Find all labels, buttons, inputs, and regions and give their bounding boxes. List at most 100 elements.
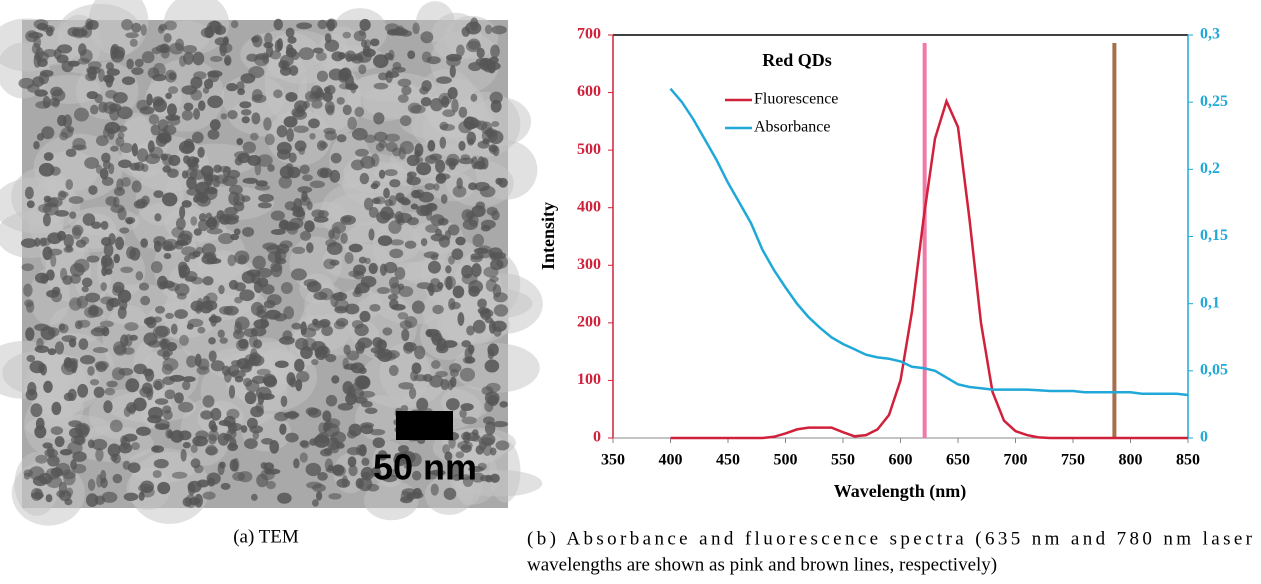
tem-particle	[138, 491, 145, 501]
tem-particle	[236, 358, 251, 370]
tem-particle	[394, 267, 406, 280]
tem-particle	[256, 268, 273, 278]
tem-particle	[312, 499, 319, 507]
tem-particle	[54, 436, 65, 448]
tem-particle	[87, 365, 95, 376]
tem-particle	[52, 98, 60, 108]
tem-particle	[461, 26, 471, 37]
tem-particle	[236, 81, 245, 91]
tem-particle	[427, 140, 436, 152]
tem-particle	[330, 152, 342, 164]
tem-particle	[325, 419, 332, 431]
tem-particle	[46, 475, 63, 489]
tem-particle	[48, 248, 63, 256]
tem-particle	[354, 106, 365, 117]
tem-particle	[263, 462, 275, 471]
tem-particle	[406, 154, 420, 167]
tem-particle	[366, 483, 380, 492]
tem-particle	[105, 62, 114, 71]
tem-particle	[325, 18, 338, 30]
tem-particle	[131, 442, 140, 451]
tem-particle	[439, 136, 447, 149]
tem-particle	[153, 380, 163, 391]
tem-particle	[101, 176, 114, 186]
tem-particle	[51, 401, 62, 416]
tem-particle	[472, 233, 485, 248]
tem-particle	[227, 422, 238, 435]
tem-particle	[456, 177, 463, 190]
tem-particle	[233, 228, 241, 236]
tem-particle	[202, 395, 215, 408]
tem-particle	[384, 169, 398, 177]
tem-particle	[255, 402, 264, 414]
tem-particle	[359, 310, 371, 323]
tem-particle	[129, 162, 141, 171]
tem-particle	[477, 462, 487, 471]
tem-particle	[99, 168, 109, 180]
tem-particle	[219, 461, 226, 469]
tem-particle	[458, 157, 474, 165]
tem-particle	[131, 67, 144, 75]
tem-particle	[152, 445, 160, 452]
tem-particle	[115, 236, 125, 250]
tem-particle	[267, 251, 282, 263]
tem-particle	[30, 403, 43, 418]
tem-particle	[391, 66, 406, 73]
tem-particle	[67, 126, 75, 133]
tem-particle	[90, 104, 99, 115]
tem-particle	[476, 47, 485, 59]
tem-particle	[299, 452, 308, 463]
tem-particle	[133, 200, 146, 209]
tem-particle	[57, 190, 67, 201]
tem-particle	[278, 175, 292, 189]
tem-particle	[363, 197, 374, 211]
tem-particle	[26, 200, 35, 209]
tem-particle	[52, 286, 61, 295]
tem-particle	[317, 19, 328, 30]
tem-particle	[183, 102, 194, 112]
tem-particle	[364, 257, 371, 265]
tem-particle	[455, 451, 465, 459]
tem-particle	[25, 327, 35, 341]
tem-particle	[452, 185, 467, 198]
tem-particle	[235, 339, 249, 352]
tem-particle	[437, 217, 449, 226]
tem-particle	[389, 179, 401, 188]
tem-particle	[240, 109, 252, 116]
tem-particle	[283, 306, 295, 320]
tem-particle	[416, 397, 429, 412]
tem-particle	[103, 400, 113, 414]
tem-particle	[305, 462, 322, 477]
tem-particle	[352, 290, 363, 298]
tem-particle	[386, 350, 400, 359]
tem-particle	[338, 75, 349, 83]
tem-particle	[461, 273, 478, 285]
tem-particle	[477, 298, 487, 309]
tem-particle	[347, 456, 357, 468]
tem-particle	[85, 72, 97, 82]
tem-particle	[355, 148, 369, 157]
tem-particle	[348, 270, 361, 278]
tem-particle	[200, 165, 214, 178]
tem-particle	[468, 344, 475, 355]
tem-particle	[146, 93, 153, 106]
tem-particle	[123, 492, 139, 501]
tem-particle	[480, 224, 491, 232]
tem-particle	[359, 18, 371, 31]
tem-particle	[161, 338, 169, 346]
tem-particle	[253, 319, 270, 329]
tem-particle	[239, 289, 255, 302]
tem-particle	[257, 391, 265, 405]
tem-particle	[164, 389, 176, 400]
tem-particle	[129, 38, 138, 47]
tem-particle	[279, 165, 294, 179]
tem-particle	[131, 180, 142, 193]
tem-particle	[80, 25, 93, 38]
x-tick-label: 800	[1119, 452, 1143, 469]
tem-particle	[382, 327, 393, 336]
tem-particle	[120, 435, 127, 446]
tem-particle	[456, 44, 465, 57]
tem-particle	[421, 80, 432, 92]
tem-particle	[125, 378, 140, 393]
tem-particle	[412, 487, 422, 499]
